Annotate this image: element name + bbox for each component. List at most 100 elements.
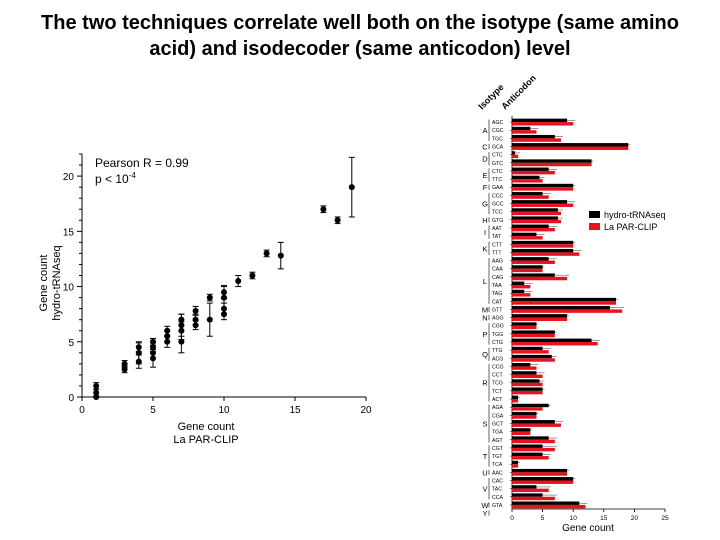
anticodon-label: TGA [492, 430, 503, 436]
bar-par [512, 122, 574, 126]
bar-hydro [512, 281, 525, 285]
scatter-point [121, 360, 128, 367]
bar-hydro [512, 330, 555, 334]
bar-hydro [512, 232, 537, 237]
legend-label-par: La PAR-CLIP [604, 222, 657, 232]
isotype-label: M [482, 305, 488, 314]
bar-par [512, 236, 543, 240]
bar-par [512, 293, 531, 297]
bar-par [512, 464, 519, 468]
bar-hydro [512, 248, 574, 253]
bar-par [512, 496, 555, 501]
scatter-x-tick-label: 10 [218, 405, 230, 416]
anticodon-label: CCT [492, 373, 503, 379]
bar-hydro [512, 183, 574, 188]
scatter-point [263, 250, 270, 257]
isotype-label: C [482, 143, 488, 152]
anticodon-label: GAA [492, 185, 503, 191]
bar-par [512, 447, 555, 452]
anticodon-label: GTC [492, 161, 503, 167]
scatter-point [164, 327, 171, 334]
isotype-label: I [484, 228, 486, 237]
bar-xlabel: Gene count [562, 523, 614, 534]
bar-hydro [512, 428, 531, 432]
bar-hydro [512, 200, 568, 204]
bar-par [512, 227, 555, 232]
bar-par [512, 179, 543, 183]
bar-par [512, 358, 555, 362]
bar-hydro [512, 354, 552, 359]
bar-par [512, 138, 561, 142]
bar-par [512, 170, 555, 175]
bar-hydro [512, 224, 549, 228]
bar-hydro [512, 134, 555, 139]
isotype-label: F [483, 183, 488, 192]
anticodon-label: TAC [492, 487, 502, 493]
legend-label-hydro: hydro-tRNAseq [604, 210, 666, 220]
bar-par [512, 284, 531, 289]
bar-x-tick-label: 20 [631, 515, 639, 522]
scatter-xlabel-line2: La PAR-CLIP [173, 434, 238, 446]
bar-par [512, 309, 623, 313]
bar-hydro [512, 289, 525, 294]
anticodon-label: AGG [492, 316, 504, 322]
scatter-point [135, 344, 142, 351]
bar-hydro [512, 403, 549, 408]
isotype-label: Q [482, 350, 488, 359]
anticodon-label: ACG [492, 356, 503, 362]
isotype-label: K [482, 244, 487, 253]
scatter-ylabel-line1: Gene count [38, 255, 50, 312]
scatter-point [277, 252, 284, 259]
scatter-point [150, 344, 156, 351]
bar-hydro [512, 493, 543, 497]
anticodon-label: GTA [492, 503, 503, 509]
anticodon-label: CGC [492, 128, 504, 134]
scatter-x-tick-label: 5 [150, 405, 156, 416]
isotype-label: E [482, 171, 487, 180]
bar-par [512, 276, 568, 281]
slide-title: The two techniques correlate well both o… [41, 12, 679, 60]
bar-par [512, 301, 617, 305]
anticodon-label: AGA [492, 405, 503, 411]
scatter-y-tick-label: 15 [63, 227, 75, 238]
bar-hydro [512, 167, 549, 171]
scatter-point [221, 289, 227, 296]
bar-hydro [512, 444, 543, 448]
bar-par [512, 407, 543, 411]
anticodon-label: TGT [492, 454, 503, 460]
anticodon-label: AAG [492, 259, 503, 265]
bar-hydro [512, 501, 580, 505]
bar-hydro [512, 265, 543, 269]
anticodon-label: AGT [492, 438, 503, 444]
anticodon-label: TCA [492, 462, 503, 468]
bar-par [512, 203, 574, 207]
bar-hydro [512, 208, 558, 212]
bar-par [512, 252, 580, 256]
anticodon-label: GCT [492, 421, 504, 427]
bar-legend: hydro-tRNAseq La PAR-CLIP [589, 210, 666, 232]
isotype-label: W [481, 501, 489, 510]
anticodon-label: ACT [492, 397, 503, 403]
anticodon-label: AAT [492, 226, 503, 232]
anticodon-label: CTT [492, 242, 503, 248]
bar-hydro [512, 257, 549, 261]
bar-par [512, 211, 561, 216]
isotype-label: Y [482, 509, 487, 518]
anticodon-label: TTT [492, 250, 502, 256]
anticodon-label: CGT [492, 446, 504, 452]
scatter-ylabel-line2: hydro-tRNAseq [51, 245, 63, 320]
scatter-point [192, 316, 199, 323]
anticodon-label: TCT [492, 389, 503, 395]
bar-hydro [512, 338, 592, 343]
anticodon-label: TCG [492, 381, 503, 387]
bar-par [512, 350, 549, 354]
anticodon-label: CAT [492, 299, 503, 305]
bar-hydro [512, 143, 629, 147]
isotype-label: L [483, 277, 487, 286]
bar-hydro [512, 436, 549, 440]
bar-par [512, 342, 598, 346]
bar-par [512, 366, 537, 370]
scatter-point [93, 389, 100, 396]
bar-hydro [512, 346, 543, 351]
scatter-x-tick-label: 15 [289, 405, 301, 416]
